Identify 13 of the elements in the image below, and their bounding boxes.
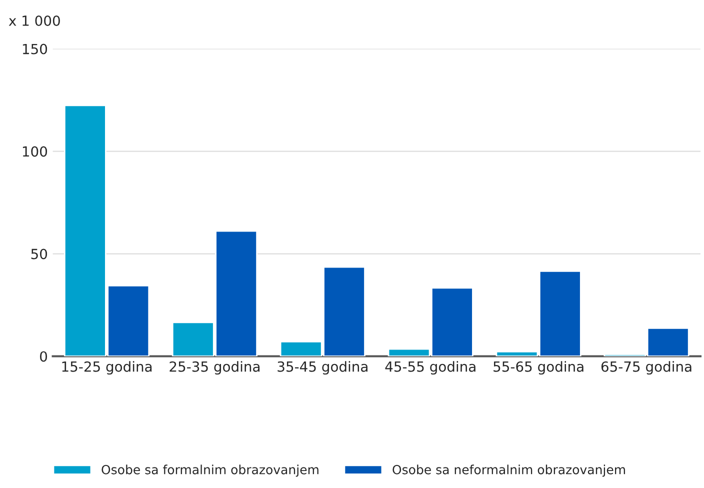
y-tick-label: 50 [31, 248, 48, 260]
x-tick-label: 35-45 godina [278, 361, 368, 375]
legend-label: Osobe sa neformalnim obrazovanjem [392, 464, 625, 477]
y-tick-label: 0 [40, 351, 48, 362]
x-tick-label: 65-75 godina [601, 361, 692, 375]
x-tick-label: 55-65 godina [494, 361, 584, 375]
legend-label: Osobe sa formalnim obrazovanjem [102, 464, 318, 477]
x-tick-label: 45-55 godina [385, 361, 476, 375]
x-tick-label: 25-35 godina [170, 361, 260, 375]
y-tick-label: 100 [22, 146, 48, 157]
y-tick-label: 150 [22, 44, 48, 54]
x-tick-label: 15-25 godina [62, 361, 152, 375]
y-axis-title: x 1 000 [8, 15, 60, 26]
